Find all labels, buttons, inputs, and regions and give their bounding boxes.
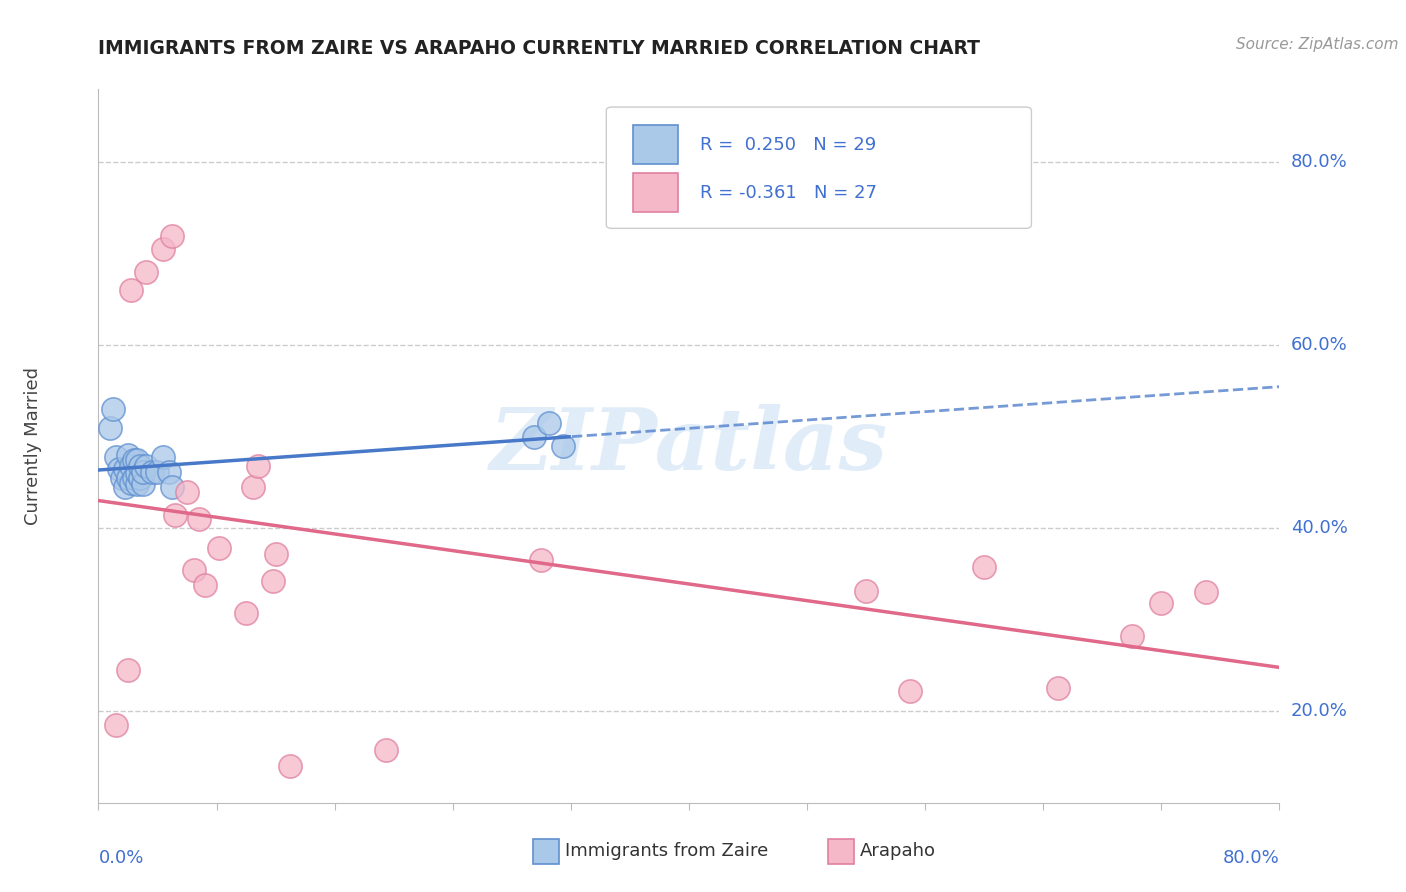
Point <box>278 759 302 773</box>
Text: Arapaho: Arapaho <box>860 842 936 860</box>
Point <box>530 553 553 567</box>
Point <box>117 448 139 462</box>
Point <box>122 471 145 485</box>
Text: 40.0%: 40.0% <box>1291 519 1347 537</box>
Point <box>176 484 198 499</box>
Point <box>162 480 183 494</box>
Point <box>108 462 131 476</box>
Point <box>553 439 575 453</box>
Point <box>157 465 180 479</box>
Point <box>135 265 157 279</box>
Point <box>165 508 187 522</box>
Text: Currently Married: Currently Married <box>24 367 42 525</box>
Point <box>117 471 139 485</box>
Point <box>125 452 148 467</box>
Text: 80.0%: 80.0% <box>1291 153 1347 171</box>
Point <box>523 430 546 444</box>
Point <box>1046 681 1069 696</box>
Point <box>146 465 169 479</box>
FancyBboxPatch shape <box>828 838 855 863</box>
Text: 80.0%: 80.0% <box>1223 849 1279 867</box>
Point <box>125 467 148 481</box>
Point <box>183 562 205 576</box>
Point <box>246 459 269 474</box>
Text: Source: ZipAtlas.com: Source: ZipAtlas.com <box>1236 37 1399 52</box>
Text: ZIPatlas: ZIPatlas <box>489 404 889 488</box>
Text: 20.0%: 20.0% <box>1291 702 1347 721</box>
Point <box>122 452 145 467</box>
Text: R = -0.361   N = 27: R = -0.361 N = 27 <box>700 184 876 202</box>
FancyBboxPatch shape <box>634 173 678 212</box>
FancyBboxPatch shape <box>606 107 1032 228</box>
Point <box>103 402 125 417</box>
Point <box>128 471 150 485</box>
Point <box>162 228 183 243</box>
Point <box>264 547 287 561</box>
Point <box>1150 596 1173 610</box>
Point <box>973 559 995 574</box>
Text: IMMIGRANTS FROM ZAIRE VS ARAPAHO CURRENTLY MARRIED CORRELATION CHART: IMMIGRANTS FROM ZAIRE VS ARAPAHO CURRENT… <box>98 39 980 58</box>
Text: Immigrants from Zaire: Immigrants from Zaire <box>565 842 768 860</box>
Point <box>132 465 155 479</box>
Point <box>114 480 136 494</box>
Point <box>120 284 142 298</box>
Point <box>128 459 150 474</box>
Point <box>132 477 155 491</box>
Text: 0.0%: 0.0% <box>98 849 143 867</box>
Point <box>208 541 231 556</box>
Point <box>120 475 142 490</box>
Point <box>114 462 136 476</box>
Point <box>537 416 560 430</box>
Point <box>235 606 257 620</box>
Point <box>242 480 264 494</box>
Point <box>855 583 877 598</box>
FancyBboxPatch shape <box>634 125 678 164</box>
Point <box>900 684 922 698</box>
Point <box>375 743 398 757</box>
Point <box>105 450 128 464</box>
Point <box>141 465 163 479</box>
Point <box>105 718 128 732</box>
Point <box>152 242 174 256</box>
Point <box>152 450 174 464</box>
Text: R =  0.250   N = 29: R = 0.250 N = 29 <box>700 136 876 153</box>
Point <box>1195 585 1218 599</box>
Point <box>125 477 148 491</box>
Point <box>262 574 284 589</box>
FancyBboxPatch shape <box>533 838 560 863</box>
Point <box>187 512 209 526</box>
Point <box>117 663 139 677</box>
Point <box>1121 629 1143 643</box>
Text: 60.0%: 60.0% <box>1291 336 1347 354</box>
Point <box>120 459 142 474</box>
Point <box>111 471 134 485</box>
Point <box>135 459 157 474</box>
Point <box>194 578 217 592</box>
Point <box>98 420 121 434</box>
